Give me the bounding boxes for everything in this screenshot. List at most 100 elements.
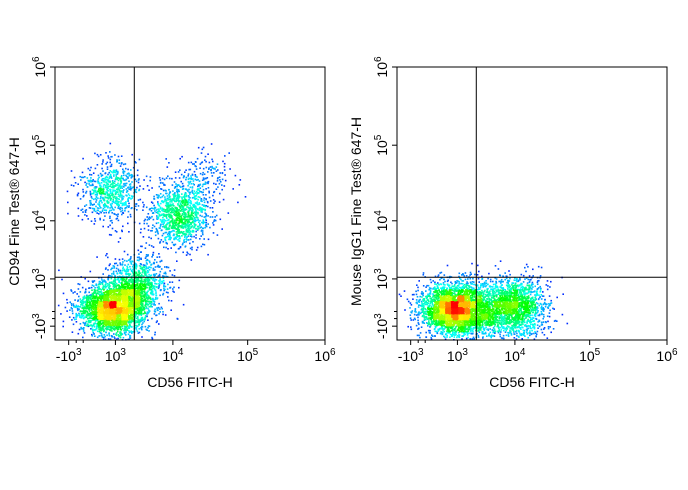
cell-event [66,302,69,304]
cell-event [79,315,81,317]
cell-event [157,287,160,290]
cell-event [145,284,148,286]
cell-event [178,247,180,250]
cell-event [79,306,82,308]
cell-event [119,323,121,326]
cell-event [102,285,105,288]
cell-event [197,213,199,215]
cell-event [174,194,176,196]
cell-event [181,235,183,237]
cell-event [119,293,122,295]
cell-event [145,328,148,331]
cell-event [195,230,197,233]
cell-event [124,264,126,266]
cell-event [148,295,150,297]
cell-event [119,206,122,209]
cell-event [152,269,155,271]
cell-event [125,314,127,316]
cell-event [169,201,171,203]
cell-event [120,318,122,320]
cell-event [137,321,140,323]
cell-event [166,233,169,236]
cell-event [96,323,98,325]
cell-event [187,184,189,187]
cell-event [150,288,152,290]
cell-event [138,285,140,287]
cell-event [117,318,119,321]
cell-event [182,251,184,254]
cell-event [136,297,139,299]
cell-event [205,194,207,196]
cell-event [86,182,88,185]
cell-event [194,161,197,163]
cell-event [120,194,123,197]
cell-event [131,311,134,314]
cell-event [204,224,207,227]
cell-event [129,298,131,301]
cell-event [176,184,179,186]
cell-event [110,319,113,322]
cell-event [185,229,188,231]
cell-event [96,326,98,328]
cell-event [77,300,79,302]
cell-event [101,304,103,307]
cell-event [92,303,95,306]
cell-event [101,322,103,324]
cell-event [100,185,102,188]
cell-event [149,296,151,299]
cell-event [189,242,191,245]
cell-event [202,221,205,223]
cell-event [160,229,163,232]
cell-event [142,291,144,293]
cell-event [163,214,166,216]
cell-event [94,189,97,192]
cell-event [115,332,118,334]
cell-event [192,230,195,233]
cell-event [157,201,159,203]
cell-event [177,199,179,202]
cell-event [122,289,124,292]
cell-event [178,225,181,227]
cell-event [116,160,118,162]
cell-event [101,210,104,212]
cell-event [144,279,146,282]
cell-event [165,192,167,195]
cell-event [109,300,111,303]
cell-event [122,261,124,263]
cell-event [195,215,198,218]
cell-event [111,290,113,292]
cell-event [167,283,169,286]
cell-event [104,298,106,300]
cell-event [132,320,135,322]
cell-event [141,297,144,300]
cell-event [210,169,212,171]
cell-event [83,307,85,310]
cell-event [156,309,159,311]
cell-event [182,207,185,210]
cell-event [129,321,132,324]
cell-event [110,198,112,201]
cell-event [136,278,138,280]
cell-event [162,182,164,184]
cell-event [114,320,116,323]
cell-event [156,307,158,309]
cell-event [202,146,205,149]
cell-event [128,231,130,233]
cell-event [196,228,199,231]
cell-event [131,265,134,268]
cell-event [154,289,157,292]
cell-event [116,317,118,320]
cell-event [99,288,101,290]
cell-event [94,167,97,170]
cell-event [103,280,105,283]
cell-event [106,184,108,186]
cell-event [99,295,101,297]
cell-event [153,261,155,264]
cell-event [172,221,174,223]
cell-event [193,183,195,186]
cell-event [109,151,111,153]
cell-event [146,222,148,225]
cell-event [87,307,90,309]
cell-event [159,193,162,195]
cell-event [158,196,160,198]
